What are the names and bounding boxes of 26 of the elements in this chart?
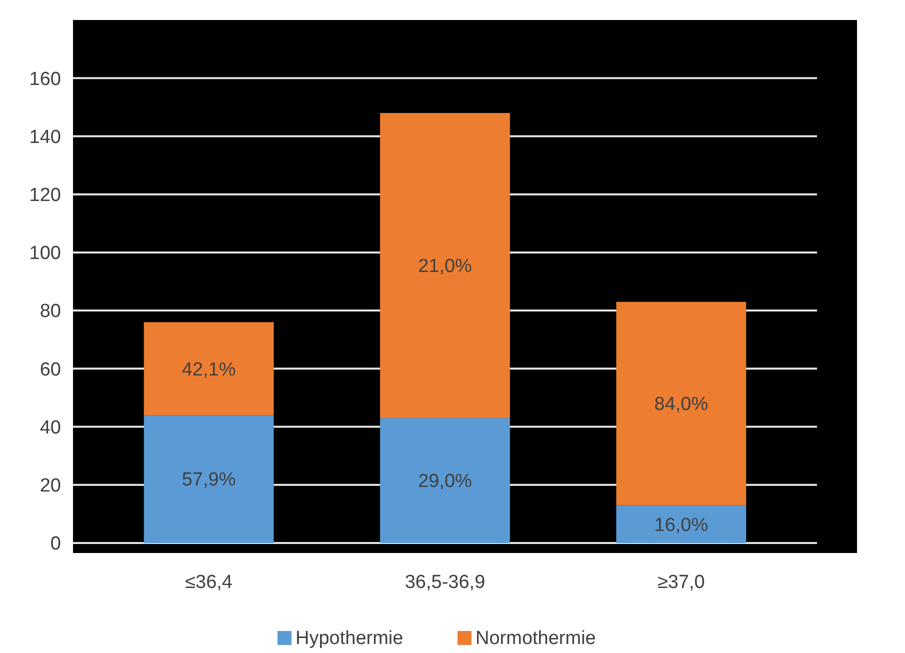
legend-label: Normothermie <box>476 628 596 649</box>
bar <box>144 322 274 416</box>
y-tick-label: 100 <box>29 243 61 264</box>
x-tick-label: 36,5-36,9 <box>404 572 486 593</box>
bar <box>380 112 510 418</box>
legend-label: Hypothermie <box>296 628 404 649</box>
bar <box>616 505 746 543</box>
annotation: 21,0% <box>418 256 472 278</box>
bar <box>144 415 274 543</box>
annotation: 16,0% <box>654 514 708 536</box>
y-tick-label: 0 <box>50 534 61 555</box>
annotation: 42,1% <box>182 359 236 380</box>
y-tick-label: 20 <box>40 476 61 497</box>
annotation: 57,9% <box>182 470 236 491</box>
x-tick-label: ≤36,4 <box>185 572 233 593</box>
bar <box>616 302 746 506</box>
x-tick-label: ≥37,0 <box>657 572 705 593</box>
y-tick-label: 160 <box>29 68 61 90</box>
bar <box>380 418 510 543</box>
annotation: 29,0% <box>418 471 472 492</box>
y-tick-label: 80 <box>40 301 61 322</box>
y-tick-label: 60 <box>40 359 61 380</box>
y-tick-label: 140 <box>29 126 61 148</box>
y-tick-label: 40 <box>40 417 61 438</box>
annotation: 84,0% <box>654 394 708 416</box>
y-tick-label: 120 <box>29 184 61 206</box>
